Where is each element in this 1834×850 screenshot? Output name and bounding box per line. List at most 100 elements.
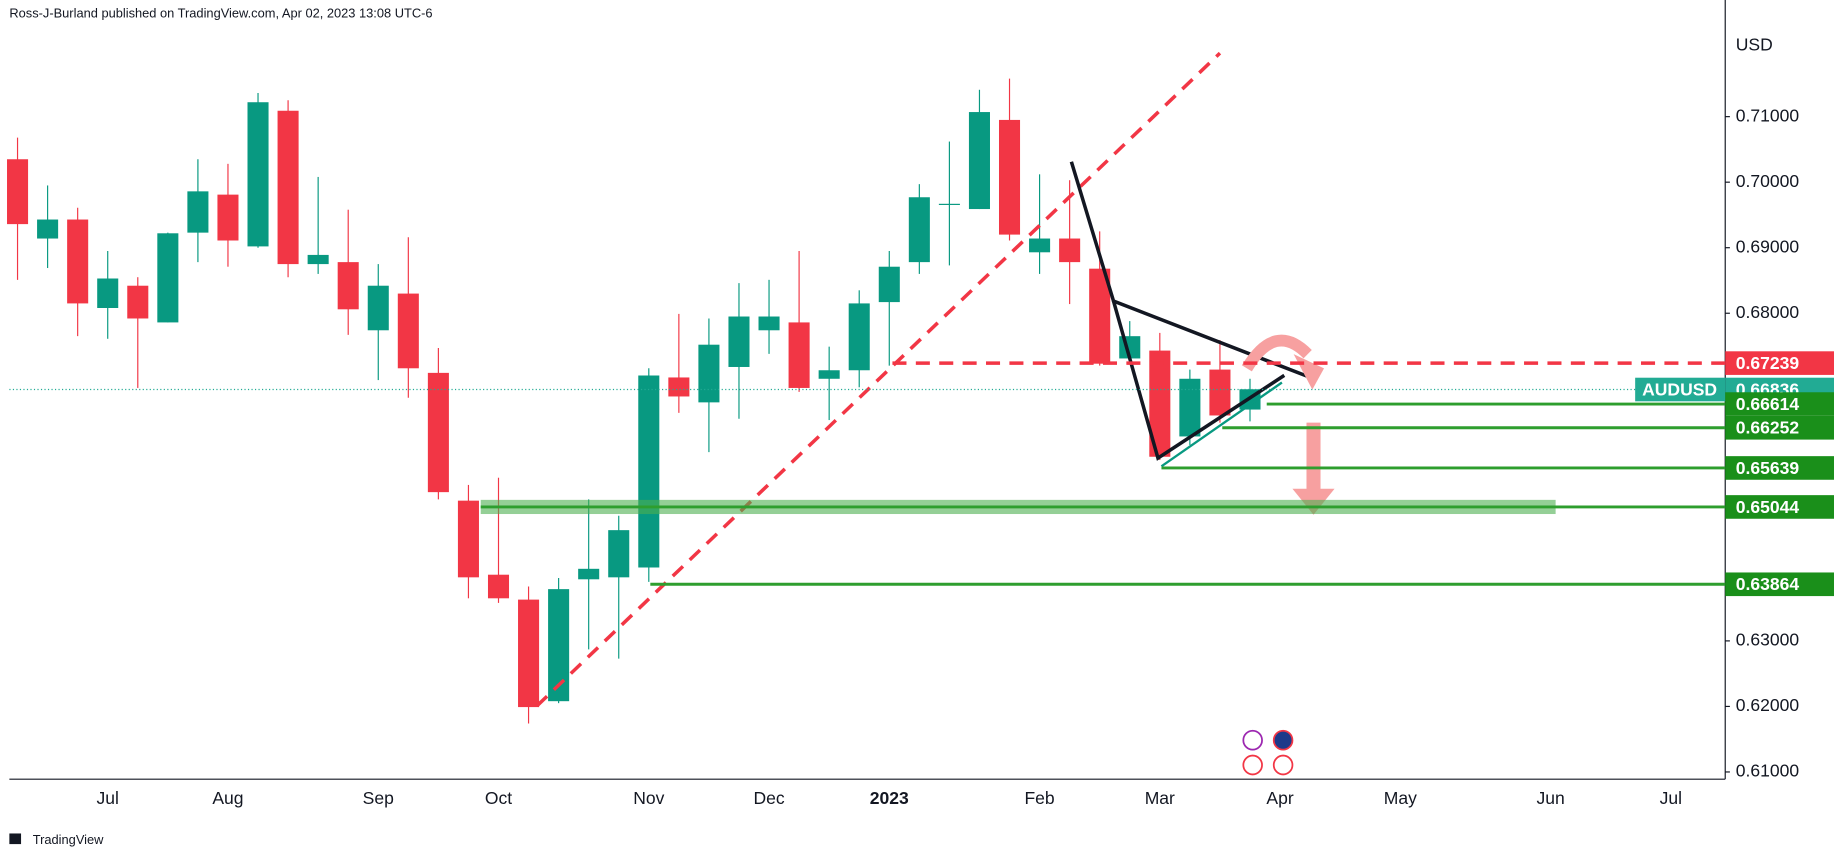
candle (638, 368, 660, 582)
candle (848, 290, 870, 388)
candle (307, 176, 329, 274)
candle-body (367, 285, 389, 331)
price-label: 0.66252 (1736, 418, 1800, 438)
candle-body (968, 112, 990, 210)
candle-body (127, 285, 149, 319)
x-tick-label: Aug (212, 788, 243, 808)
candle-body (1179, 378, 1201, 437)
currency: USD (1736, 35, 1773, 55)
x-tick-label: Nov (633, 788, 664, 808)
candle-body (698, 344, 720, 403)
candle-body (848, 303, 870, 371)
candle-body (97, 278, 119, 308)
candle-body (37, 219, 59, 239)
price-label-box (1725, 415, 1834, 440)
candle (127, 277, 149, 388)
y-tick-label: 0.69000 (1736, 236, 1800, 256)
event-icon[interactable] (1242, 729, 1263, 751)
event-icon[interactable] (1272, 729, 1294, 751)
candle (157, 232, 179, 323)
candle-body (788, 322, 810, 388)
candle-body (1089, 268, 1111, 364)
candle (1059, 180, 1081, 305)
candle-body (1059, 238, 1081, 263)
candle (788, 250, 810, 392)
trend-line (535, 51, 1222, 708)
x-tick-label: Oct (485, 788, 512, 808)
candle (37, 185, 59, 269)
x-tick-label: Sep (363, 788, 394, 808)
event-icon[interactable] (1242, 754, 1263, 776)
x-tick-label: Jul (1660, 788, 1682, 808)
candle (97, 250, 119, 339)
candle (247, 93, 269, 248)
x-tick-label: Jul (97, 788, 119, 808)
candle (427, 347, 449, 500)
candle (968, 89, 990, 210)
candle-body (758, 316, 780, 331)
candle (367, 264, 389, 381)
candle (1149, 332, 1171, 461)
candle-body (67, 219, 89, 304)
candle-body (728, 316, 750, 367)
candle (608, 515, 630, 659)
brand-logo: TradingView (9, 832, 104, 847)
candle-body (998, 119, 1021, 235)
x-tick-label: Jun (1536, 788, 1564, 808)
candle-body (608, 530, 630, 578)
candle-body (938, 203, 960, 205)
candle-body (578, 568, 600, 580)
candle (217, 163, 239, 267)
candle (277, 100, 299, 278)
candle-body (337, 262, 359, 310)
candle (908, 184, 930, 274)
symbol-label-box (1635, 377, 1726, 402)
candle (7, 137, 29, 280)
symbol-label: AUDUSD (1642, 379, 1717, 399)
y-tick-label: 0.68000 (1736, 302, 1800, 322)
candle-body (668, 377, 690, 397)
candle-body (1029, 238, 1051, 253)
candle (67, 207, 89, 337)
support-line (1160, 381, 1283, 468)
y-tick-label: 0.62000 (1736, 695, 1800, 715)
candle-body (7, 159, 29, 225)
candle (548, 577, 570, 704)
candle-body (427, 372, 449, 493)
candle (457, 484, 479, 599)
brand: TradingView (33, 832, 104, 847)
candle-body (157, 233, 179, 323)
candle-body (818, 370, 840, 379)
candle-body (518, 599, 540, 708)
y-tick-label: 0.71000 (1736, 105, 1800, 125)
arrow-curve (1241, 334, 1312, 372)
y-tick-label: 0.63000 (1736, 629, 1800, 649)
candle (938, 141, 960, 266)
candle-body (1209, 369, 1231, 416)
candle (578, 499, 600, 650)
price-label: 0.67239 (1736, 353, 1800, 373)
candle-body (1149, 350, 1171, 457)
candle-body (548, 589, 570, 702)
price-label: 0.65639 (1736, 458, 1800, 478)
candle-body (247, 102, 269, 247)
candle-body (217, 194, 239, 241)
y-tick-label: 0.70000 (1736, 171, 1800, 191)
event-icon[interactable] (1272, 754, 1294, 776)
candle (878, 250, 900, 366)
candle-body (457, 500, 479, 578)
candle (1179, 369, 1201, 445)
y-tick-label: 0.61000 (1736, 761, 1800, 781)
price-label-box (1725, 572, 1834, 597)
candle-body (397, 293, 419, 369)
candle-body (908, 197, 930, 263)
candle (1029, 174, 1051, 274)
price-label-box (1725, 351, 1834, 375)
candle-body (878, 266, 900, 303)
candle-body (187, 191, 209, 233)
candle (998, 78, 1021, 241)
triangle-lower (1111, 300, 1286, 461)
price-label-box (1725, 456, 1834, 480)
x-tick-label: Dec (753, 788, 784, 808)
